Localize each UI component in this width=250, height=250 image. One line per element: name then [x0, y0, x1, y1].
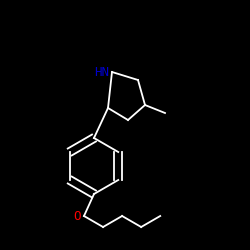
Text: O: O [73, 210, 81, 222]
Text: HN: HN [94, 66, 110, 78]
